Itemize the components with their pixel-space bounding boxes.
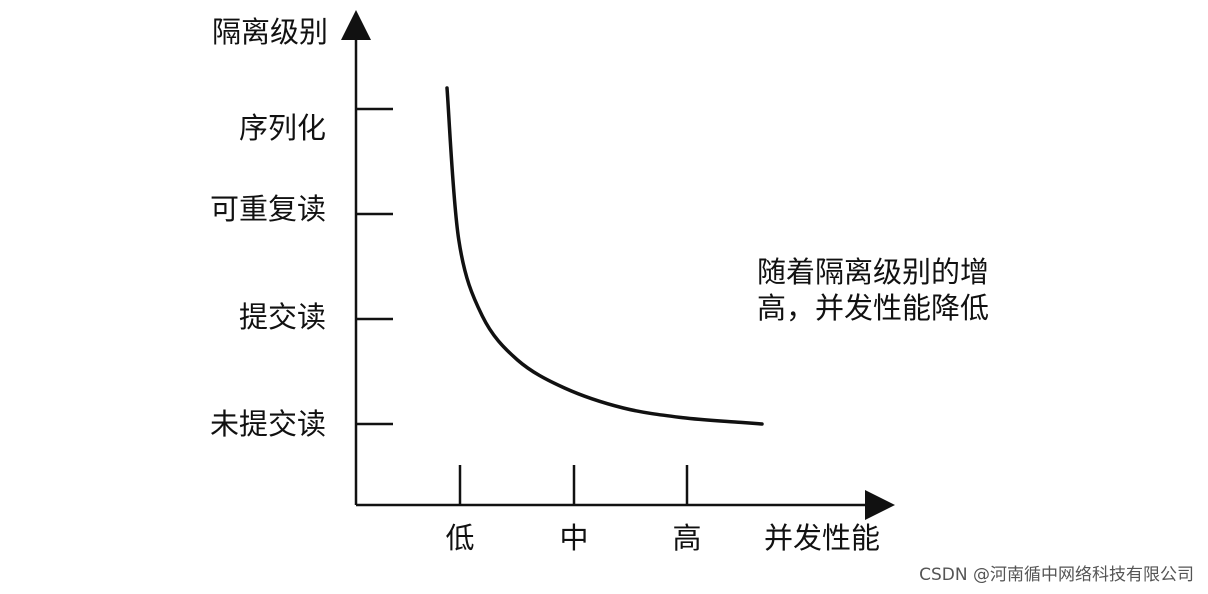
- x-ticks: 低中高: [445, 465, 702, 555]
- x-tick-label: 中: [559, 521, 588, 555]
- x-tick-label: 高: [672, 521, 701, 555]
- annotation-line-1: 随着隔离级别的增: [757, 255, 989, 289]
- y-tick-label: 序列化: [239, 111, 326, 145]
- x-tick-label: 低: [445, 521, 474, 555]
- y-axis-label: 隔离级别: [212, 15, 328, 49]
- y-tick-label: 未提交读: [210, 407, 326, 441]
- y-tick-label: 提交读: [239, 300, 326, 334]
- watermark: CSDN @河南循中网络科技有限公司: [919, 565, 1194, 585]
- annotation-line-2: 高，并发性能降低: [757, 291, 989, 325]
- y-tick-label: 可重复读: [210, 192, 326, 226]
- series-line: [445, 86, 764, 426]
- y-ticks: 未提交读 提交读 可重复读 序列化: [210, 107, 393, 441]
- x-axis-label: 并发性能: [764, 521, 880, 555]
